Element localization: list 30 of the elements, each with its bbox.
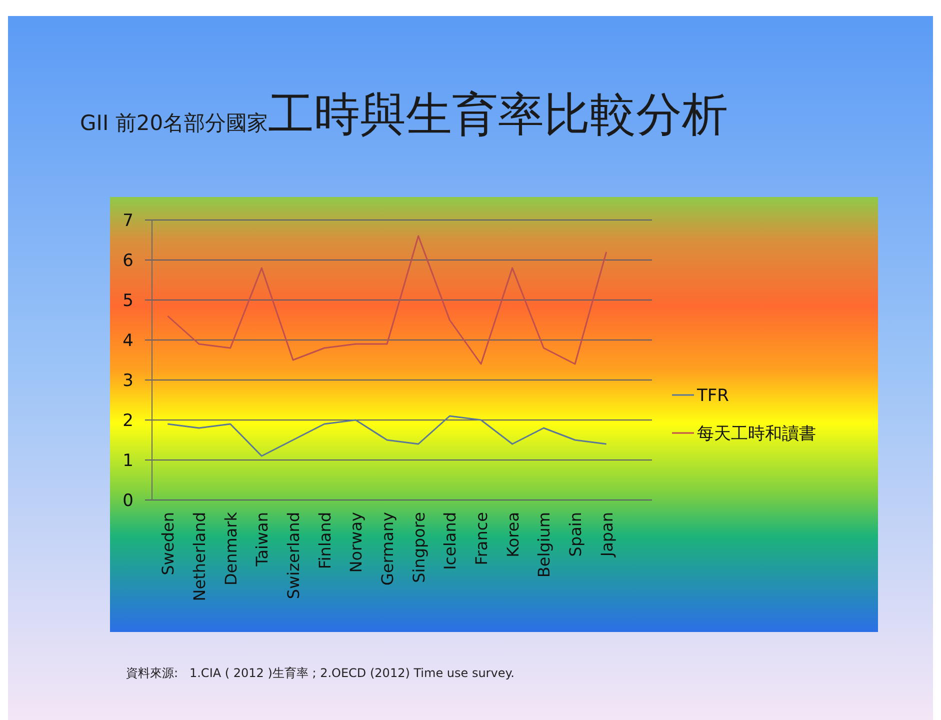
x-tick-label: Belgium [534, 512, 554, 578]
x-tick-label: Norway [346, 512, 366, 573]
x-tick-label: Taiwan [252, 512, 272, 568]
x-tick-label: Sweden [158, 512, 178, 576]
y-tick-label: 4 [122, 330, 134, 351]
y-tick-label: 0 [122, 490, 134, 511]
chart-title: 工時與生育率比較分析 [268, 87, 728, 141]
y-tick-label: 5 [122, 290, 134, 311]
x-tick-label: Swizerland [284, 512, 303, 600]
x-tick-label: Finland [315, 512, 334, 570]
x-tick-label: Germany [378, 512, 397, 586]
x-tick-label: Netherland [190, 512, 209, 602]
x-tick-label: France [472, 512, 491, 566]
source-note: 資料來源: 1.CIA ( 2012 )生育率 ; 2.OECD (2012) Time use survey. [126, 666, 514, 680]
chart-subtitle: GII 前20名部分國家 [80, 111, 268, 135]
x-tick-label: Singpore [409, 512, 428, 583]
legend-label: 每天工時和讀書 [697, 424, 816, 444]
x-tick-label: Korea [503, 512, 522, 558]
y-tick-label: 3 [122, 370, 134, 391]
y-tick-label: 7 [122, 210, 134, 231]
line-series [166, 235, 608, 365]
line-series [166, 415, 608, 457]
x-tick-label: Iceland [440, 512, 460, 570]
y-tick-label: 6 [122, 250, 134, 271]
y-tick-label: 2 [122, 410, 134, 431]
y-tick-label: 1 [122, 450, 134, 471]
x-tick-label: Spain [566, 512, 585, 557]
x-tick-label: Denmark [221, 511, 240, 586]
x-tick-label: Japan [597, 512, 616, 558]
legend-label: TFR [696, 386, 730, 406]
